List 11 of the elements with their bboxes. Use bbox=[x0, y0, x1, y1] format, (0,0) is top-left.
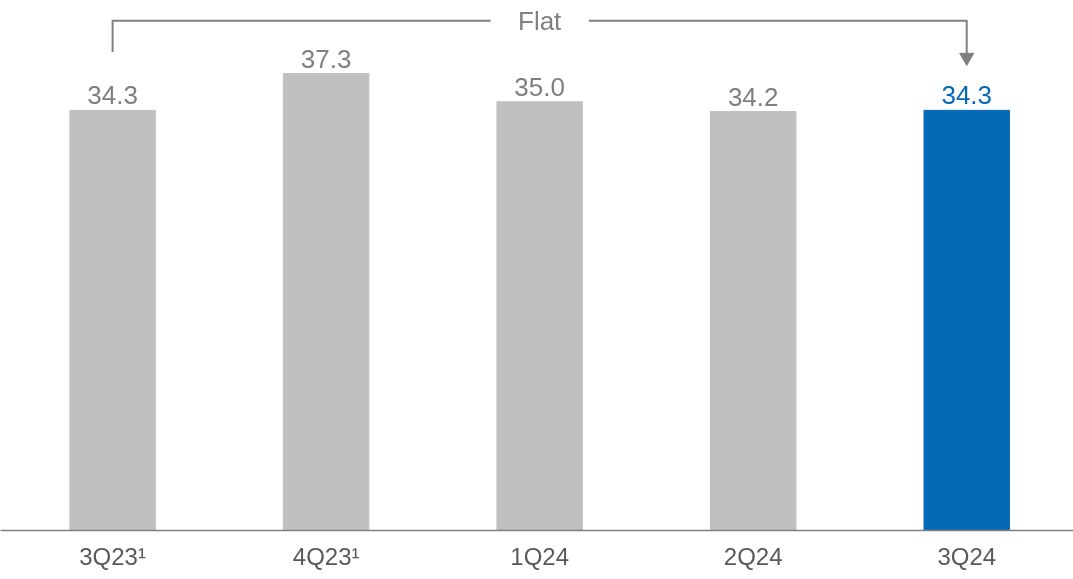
x-tick-label: 1Q24 bbox=[510, 542, 570, 570]
x-tick-label: 2Q24 bbox=[723, 542, 783, 570]
data-label: 34.2 bbox=[727, 81, 779, 112]
data-label: 35.0 bbox=[514, 71, 565, 102]
text: Flat bbox=[518, 5, 563, 36]
x-tick-label: 4Q23¹ bbox=[292, 542, 360, 570]
x-tick-label: 3Q23¹ bbox=[79, 542, 146, 570]
x-tick-label: 3Q24 bbox=[937, 542, 997, 570]
data-label: 34.3 bbox=[941, 80, 993, 111]
data-label: 37.3 bbox=[300, 43, 352, 74]
data-label: 34.3 bbox=[87, 80, 138, 111]
